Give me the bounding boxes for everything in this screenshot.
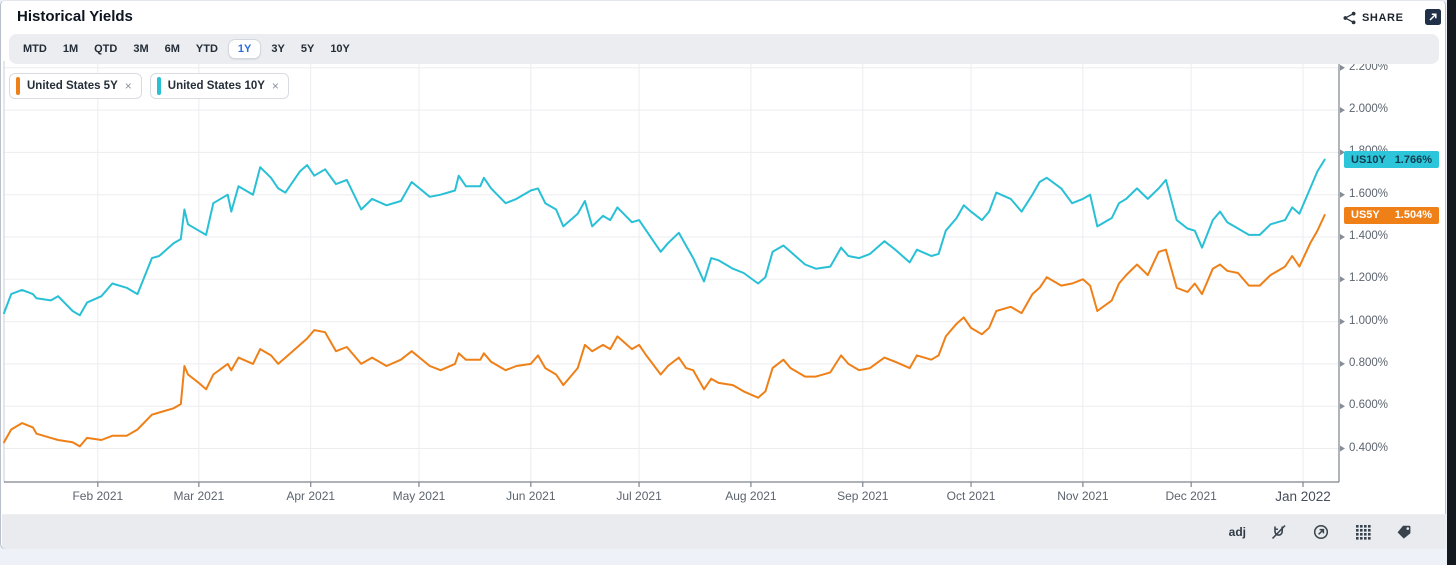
magnet-off-icon[interactable] <box>1270 523 1288 541</box>
range-tab-3m[interactable]: 3M <box>133 43 149 55</box>
legend-chip[interactable]: United States 10Y × <box>149 73 289 99</box>
y-axis-tick-label: 1.400% <box>1349 230 1389 242</box>
y-axis-tick-label: 0.400% <box>1349 441 1389 454</box>
x-axis-tick-label: Feb 2021 <box>72 489 124 503</box>
y-axis-tick-label: 1.600% <box>1349 187 1389 200</box>
x-axis-tick-label: Apr 2021 <box>286 489 336 503</box>
range-tab-1m[interactable]: 1M <box>62 43 79 55</box>
legend-chip-label: United States 5Y <box>27 80 118 92</box>
range-tab-3y[interactable]: 3Y <box>271 43 285 55</box>
adjust-prices-button[interactable]: adj <box>1228 525 1246 539</box>
legend: United States 5Y × United States 10Y × <box>9 73 289 99</box>
share-label: SHARE <box>1362 12 1404 24</box>
x-axis-tick-label: Aug 2021 <box>725 489 777 503</box>
x-axis-tick-label: Sep 2021 <box>837 489 889 503</box>
x-axis-tick-label: Jun 2021 <box>506 489 556 503</box>
range-tab-ytd[interactable]: YTD <box>195 43 218 55</box>
share-icon <box>1343 11 1356 25</box>
price-label-value: 1.766% <box>1394 153 1432 166</box>
us10y-price-label[interactable]: US10Y 1.766% <box>1344 151 1439 169</box>
chart-card: Historical Yields SHARE MTD 1M QTD 3M 6M YTD 1… <box>0 0 1446 549</box>
x-axis-tick-label: May 2021 <box>392 489 446 503</box>
series-color-bar <box>16 77 20 95</box>
range-tab-qtd[interactable]: QTD <box>94 43 118 55</box>
y-axis-tick-label: 0.800% <box>1349 356 1389 369</box>
y-axis-tick-label: 1.000% <box>1349 314 1389 327</box>
range-tab-mtd[interactable]: MTD <box>23 43 47 55</box>
y-axis-tick-label: 1.200% <box>1349 272 1389 285</box>
close-icon[interactable]: × <box>124 79 132 93</box>
yield-chart[interactable] <box>1 1 1347 514</box>
x-axis-tick-label: Dec 2021 <box>1165 489 1217 503</box>
legend-chip-label: United States 10Y <box>167 80 265 92</box>
adjacent-panel-edge <box>1447 0 1456 565</box>
range-tab-5y[interactable]: 5Y <box>300 43 315 55</box>
expand-icon[interactable] <box>1425 9 1441 25</box>
legend-chip[interactable]: United States 5Y × <box>9 73 142 99</box>
close-icon[interactable]: × <box>271 79 279 93</box>
chart-footer-toolbar: adj <box>2 514 1446 549</box>
price-label-ticker: US5Y <box>1351 209 1380 221</box>
range-tab-10y[interactable]: 10Y <box>330 43 350 55</box>
reset-zoom-icon[interactable] <box>1312 523 1330 541</box>
page-title: Historical Yields <box>17 8 133 25</box>
price-labels-tag-icon[interactable] <box>1396 523 1414 541</box>
price-label-value: 1.504% <box>1394 209 1432 221</box>
share-button[interactable]: SHARE <box>1343 10 1404 26</box>
x-axis-tick-label: Oct 2021 <box>946 489 996 503</box>
x-axis-tick-label: Nov 2021 <box>1057 489 1109 503</box>
x-axis-tick-label: Mar 2021 <box>173 489 225 503</box>
range-tab-6m[interactable]: 6M <box>164 43 180 55</box>
y-axis-tick-label: 2.000% <box>1349 103 1389 116</box>
y-axis-tick-label: 0.600% <box>1349 399 1389 412</box>
range-tabbar: MTD 1M QTD 3M 6M YTD 1Y 3Y 5Y 10Y <box>9 34 1439 64</box>
x-axis-tick-label: Jul 2021 <box>616 489 662 503</box>
us5y-price-label[interactable]: US5Y 1.504% <box>1344 206 1439 224</box>
gridlines-icon[interactable] <box>1354 523 1372 541</box>
price-label-ticker: US10Y <box>1351 153 1386 166</box>
x-axis-tick-label: Jan 2022 <box>1275 489 1331 504</box>
series-color-bar <box>156 77 161 95</box>
range-tab-1y[interactable]: 1Y <box>227 39 262 59</box>
